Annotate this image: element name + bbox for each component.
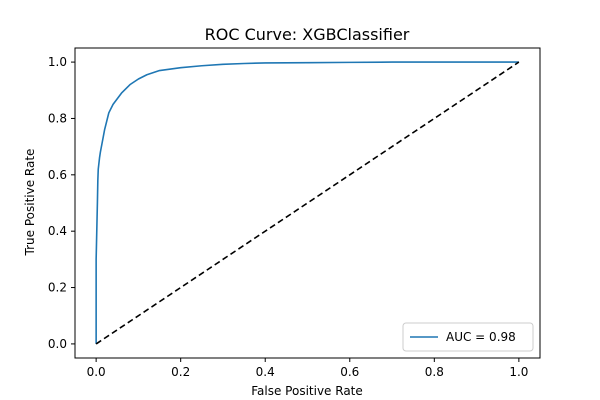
y-tick-label: 0.6	[48, 168, 67, 182]
x-tick-label: 0.8	[425, 365, 444, 379]
chart-title: ROC Curve: XGBClassifier	[205, 25, 410, 44]
x-tick-label: 0.6	[340, 365, 359, 379]
y-tick-label: 1.0	[48, 55, 67, 69]
y-tick-label: 0.0	[48, 337, 67, 351]
y-axis-label: True Positive Rate	[23, 149, 37, 257]
plot-area: 0.0 0.2 0.4 0.6 0.8 1.0 0.0 0.2 0.4 0.6 0.8 1.0	[48, 47, 541, 379]
roc-curve-line	[95, 61, 519, 344]
x-tick-label: 0.4	[256, 365, 275, 379]
axes-frame	[74, 47, 541, 359]
legend-box	[402, 322, 534, 352]
y-tick-label: 0.4	[48, 224, 67, 238]
x-tick-label: 1.0	[509, 365, 528, 379]
y-tick-label: 0.2	[48, 281, 67, 295]
x-axis-label: False Positive Rate	[251, 384, 363, 398]
legend: AUC = 0.98	[402, 322, 534, 352]
x-tick-label: 0.0	[87, 365, 106, 379]
chance-diagonal-line	[95, 61, 520, 345]
legend-label: AUC = 0.98	[446, 330, 516, 344]
y-tick-label: 0.8	[48, 111, 67, 125]
x-tick-label: 0.2	[171, 365, 190, 379]
